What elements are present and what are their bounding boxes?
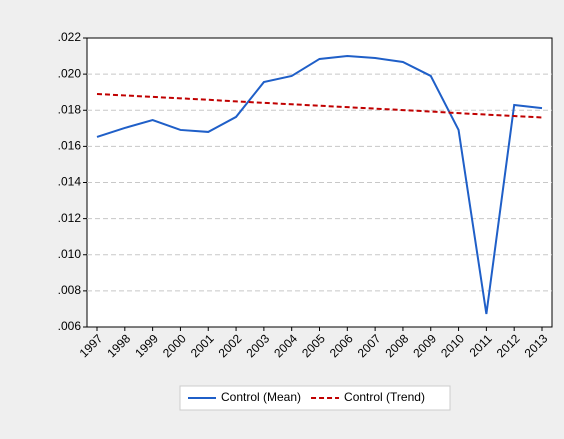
x-tick-label: 2006 <box>327 331 356 360</box>
y-tick-label: .006 <box>58 319 82 333</box>
series-line <box>96 92 543 119</box>
x-tick-label: 2012 <box>494 331 523 360</box>
y-tick-label: .020 <box>58 66 82 80</box>
legend-label: Control (Trend) <box>344 390 425 404</box>
x-tick-label: 2003 <box>243 331 272 360</box>
x-tick-label: 2005 <box>299 331 328 360</box>
x-tick-label: 2009 <box>410 331 439 360</box>
x-tick-label: 2000 <box>160 331 189 360</box>
x-tick-label: 1999 <box>132 331 161 360</box>
x-tick-label: 2011 <box>467 331 495 359</box>
x-tick-label: 2008 <box>383 331 412 360</box>
legend-label: Control (Mean) <box>221 390 301 404</box>
x-tick-label: 2001 <box>188 331 217 360</box>
x-tick-label: 1998 <box>104 331 133 360</box>
x-tick-label: 2002 <box>216 331 245 360</box>
x-tick-label: 2007 <box>355 331 384 360</box>
y-tick-label: .012 <box>58 211 82 225</box>
x-tick-label: 1997 <box>77 331 106 360</box>
x-tick-label: 2013 <box>522 331 551 360</box>
y-tick-label: .014 <box>58 175 82 189</box>
y-tick-label: .010 <box>58 247 82 261</box>
y-tick-label: .008 <box>58 283 82 297</box>
y-tick-label: .018 <box>58 102 82 116</box>
x-tick-label: 2010 <box>438 331 467 360</box>
y-tick-label: .016 <box>58 139 82 153</box>
x-tick-label: 2004 <box>271 331 300 360</box>
y-tick-label: .022 <box>58 30 82 44</box>
series-line <box>96 55 543 315</box>
